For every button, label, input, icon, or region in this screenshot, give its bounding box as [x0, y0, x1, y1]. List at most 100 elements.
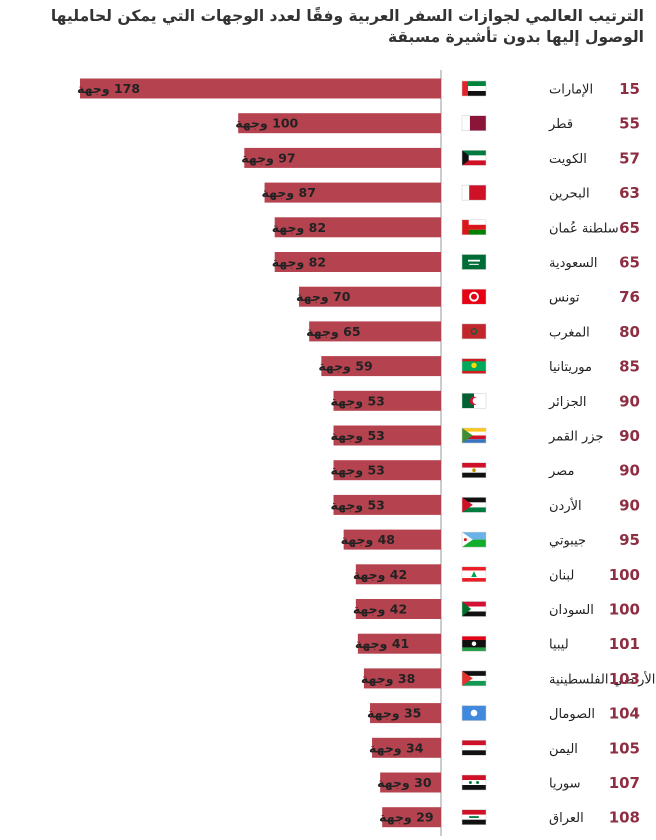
rank-label: 100	[609, 566, 640, 584]
category-label: ليبيا	[549, 638, 569, 653]
bar	[274, 217, 441, 238]
bar	[333, 425, 441, 446]
category-label: الصومال	[549, 707, 595, 722]
bar	[244, 147, 441, 168]
value-label: 30 وجهة	[377, 775, 432, 790]
bar	[299, 286, 441, 307]
category-label: البحرين	[549, 187, 590, 202]
category-label: سلطنة عُمان	[549, 221, 619, 237]
chart-title: الترتيب العالمي لجوازات السفر العربية وف…	[50, 7, 644, 46]
value-label: 41 وجهة	[355, 636, 409, 651]
value-label: 42 وجهة	[353, 567, 407, 582]
flag-saudi-icon	[461, 254, 487, 270]
category-label: المغرب	[549, 325, 590, 340]
category-label: السعودية	[549, 256, 598, 271]
bar	[382, 807, 441, 828]
rank-label: 65	[619, 219, 640, 237]
flag-tunisia-icon	[461, 288, 487, 305]
category-label: موريتانيا	[549, 360, 592, 375]
category-label: مصر	[548, 464, 574, 479]
flag-djibouti-icon	[461, 531, 487, 548]
category-label: سوريا	[549, 777, 580, 792]
value-label: 38 وجهة	[361, 671, 415, 686]
bar	[333, 494, 441, 515]
value-label: 82 وجهة	[272, 220, 326, 235]
value-label: 87 وجهة	[262, 185, 316, 200]
value-label: 53 وجهة	[331, 497, 385, 512]
category-label: العراق	[549, 811, 584, 826]
value-label: 59 وجهة	[318, 359, 372, 374]
category-label: جيبوتي	[549, 534, 586, 549]
flag-palestine-icon	[461, 670, 487, 687]
flag-egypt-icon	[461, 462, 487, 478]
bar	[355, 564, 441, 585]
bar	[343, 529, 441, 550]
value-label: 53 وجهة	[331, 428, 385, 443]
category-label: قطر	[548, 117, 573, 132]
bar	[380, 772, 441, 793]
rank-label: 100	[609, 601, 640, 619]
rank-label: 90	[619, 496, 640, 514]
flag-qatar-icon	[461, 115, 487, 131]
bar	[321, 356, 441, 377]
category-label: الإمارات	[549, 83, 593, 98]
rank-label: 90	[619, 462, 640, 480]
value-label: 53 وجهة	[331, 463, 385, 478]
value-label: 29 وجهة	[379, 810, 433, 825]
rank-label: 107	[609, 774, 640, 792]
value-label: 48 وجهة	[341, 532, 395, 547]
rank-label: 57	[619, 149, 640, 167]
bar	[363, 668, 441, 689]
flag-algeria-icon	[461, 393, 487, 409]
flag-morocco-icon	[461, 323, 487, 340]
rank-label: 90	[619, 392, 640, 410]
flag-jordan-icon	[461, 497, 487, 513]
bar	[333, 390, 441, 411]
rank-label: 80	[619, 323, 640, 341]
flag-somalia-icon	[461, 705, 487, 721]
rank-label: 90	[619, 427, 640, 445]
flag-iraq-icon	[461, 809, 487, 825]
bar	[80, 78, 441, 99]
rank-label: 108	[609, 809, 640, 827]
category-label: الكويت	[549, 152, 587, 167]
flag-mauritania-icon	[461, 358, 487, 374]
bar	[355, 599, 441, 619]
flag-yemen-icon	[461, 740, 487, 756]
bar	[274, 252, 441, 272]
value-label: 42 وجهة	[353, 602, 407, 617]
rank-label: 95	[619, 531, 640, 549]
flag-sudan-icon	[461, 601, 487, 617]
rank-label: 105	[609, 739, 640, 757]
value-label: 82 وجهة	[272, 255, 326, 270]
flag-libya-icon	[461, 635, 487, 652]
flag-bahrain-icon	[461, 184, 487, 201]
category-label: السودان	[549, 603, 594, 618]
value-label: 53 وجهة	[331, 393, 385, 408]
bar	[264, 182, 441, 203]
category-label: لبنان	[549, 568, 574, 583]
rank-label: 101	[609, 635, 640, 653]
bar	[309, 321, 441, 342]
rank-label: 65	[619, 254, 640, 272]
flag-kuwait-icon	[461, 150, 487, 166]
value-label: 97 وجهة	[241, 150, 295, 165]
bar	[357, 633, 441, 654]
rank-label: 55	[619, 115, 640, 133]
rank-label: 76	[619, 288, 640, 306]
category-label: تونس	[549, 291, 580, 306]
flag-lebanon-icon	[461, 566, 487, 583]
value-label: 35 وجهة	[367, 706, 421, 721]
flag-comoros-icon	[461, 427, 487, 444]
category-label: الأراضي الفلسطينية	[549, 670, 655, 687]
flag-oman-icon	[461, 219, 487, 236]
bar	[372, 737, 441, 758]
value-label: 100 وجهة	[235, 116, 298, 131]
flag-uae-icon	[461, 80, 487, 97]
bar	[238, 113, 441, 134]
rank-label: 15	[619, 80, 640, 98]
category-label: الجزائر	[548, 395, 587, 410]
value-label: 178 وجهة	[77, 81, 140, 96]
value-label: 34 وجهة	[369, 740, 424, 755]
